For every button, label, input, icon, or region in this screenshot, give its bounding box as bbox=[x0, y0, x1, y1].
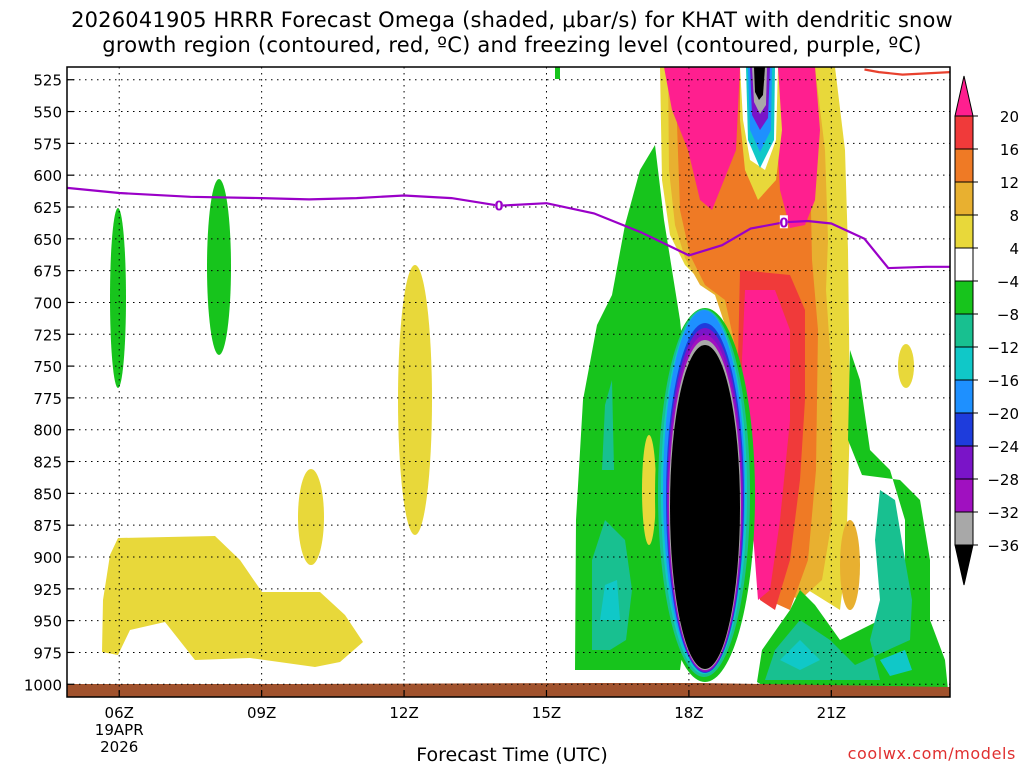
omega-cell bbox=[642, 435, 656, 545]
plot-area: 00 bbox=[66, 66, 951, 698]
omega-core bbox=[670, 345, 740, 669]
contour-overlays: 00 bbox=[67, 68, 950, 270]
freezing-level-label: 0 bbox=[494, 200, 503, 215]
x-axis-label: Forecast Time (UTC) bbox=[416, 744, 608, 766]
omega-cell bbox=[110, 208, 126, 388]
x-tick-label: 18Z bbox=[674, 704, 703, 722]
freezing-level-label-bg bbox=[495, 198, 504, 212]
colorbar-swatch bbox=[954, 511, 974, 546]
omega-cell bbox=[600, 580, 620, 620]
x-tick-year: 2026 bbox=[100, 738, 138, 756]
y-tick-label: 525 bbox=[33, 72, 62, 90]
colorbar-label: −20 bbox=[987, 405, 1019, 423]
omega-cell bbox=[602, 380, 614, 470]
x-tick-label: 15Z bbox=[532, 704, 561, 722]
chart-title: 2026041905 HRRR Forecast Omega (shaded, … bbox=[0, 8, 1024, 58]
colorbar-swatch bbox=[954, 313, 974, 348]
y-tick-label: 1000 bbox=[24, 676, 62, 694]
credit-text: coolwx.com/models bbox=[847, 744, 1016, 763]
omega-cell bbox=[102, 536, 363, 667]
freezing-level-line bbox=[67, 186, 950, 270]
plot-frame bbox=[66, 66, 951, 698]
y-tick-label: 800 bbox=[33, 422, 62, 440]
colorbar-label: −28 bbox=[987, 471, 1019, 489]
colorbar-label: −12 bbox=[987, 339, 1019, 357]
freezing-level-label: 0 bbox=[779, 216, 788, 231]
colorbar-swatch bbox=[954, 148, 974, 183]
colorbar-label: 8 bbox=[1009, 207, 1019, 225]
y-tick-label: 575 bbox=[33, 135, 62, 153]
y-tick-label: 875 bbox=[33, 517, 62, 535]
colorbar-label: −16 bbox=[987, 372, 1019, 390]
omega-cell bbox=[898, 344, 914, 388]
colorbar-label: −8 bbox=[997, 306, 1019, 324]
colorbar-label: 12 bbox=[1000, 174, 1019, 192]
title-line-2: growth region (contoured, red, ºC) and f… bbox=[102, 33, 922, 57]
omega-cell bbox=[207, 179, 231, 355]
omega-cell bbox=[780, 640, 820, 670]
colorbar-swatch bbox=[954, 247, 974, 282]
y-tick-label: 775 bbox=[33, 390, 62, 408]
colorbar-swatch bbox=[954, 379, 974, 414]
y-tick-label: 900 bbox=[33, 549, 62, 567]
colorbar-label: 20 bbox=[1000, 108, 1019, 126]
y-axis: 525 550 575 600 625 650 675 700 725 750 775 800 825 8… bbox=[24, 72, 74, 694]
colorbar-label: −4 bbox=[997, 273, 1019, 291]
y-tick-label: 850 bbox=[33, 485, 62, 503]
colorbar-swatch bbox=[954, 181, 974, 216]
title-line-1: 2026041905 HRRR Forecast Omega (shaded, … bbox=[71, 8, 953, 32]
y-tick-label: 950 bbox=[33, 613, 62, 631]
colorbar-swatch bbox=[954, 445, 974, 480]
omega-cell bbox=[664, 67, 740, 210]
x-tick-label: 09Z bbox=[247, 704, 276, 722]
colorbar-swatch bbox=[954, 115, 974, 150]
dendritic-region-line bbox=[864, 68, 950, 76]
colorbar-swatch bbox=[954, 412, 974, 447]
colorbar-swatch bbox=[954, 346, 974, 381]
colorbar-label: −36 bbox=[987, 537, 1019, 555]
y-tick-label: 675 bbox=[33, 263, 62, 281]
omega-cell bbox=[880, 650, 912, 676]
y-tick-label: 975 bbox=[33, 644, 62, 662]
y-tick-label: 550 bbox=[33, 104, 62, 122]
colorbar-label: 16 bbox=[1000, 141, 1019, 159]
x-tick-date: 19APR bbox=[95, 721, 144, 739]
y-tick-label: 600 bbox=[33, 167, 62, 185]
colorbar-label: −24 bbox=[987, 438, 1019, 456]
y-tick-label: 825 bbox=[33, 454, 62, 472]
colorbar-swatch bbox=[954, 214, 974, 249]
colorbar-swatch bbox=[954, 280, 974, 315]
omega-cell bbox=[840, 520, 860, 610]
x-tick-label: 12Z bbox=[389, 704, 418, 722]
colorbar-swatch bbox=[954, 544, 974, 586]
omega-cell bbox=[754, 67, 765, 100]
y-tick-label: 650 bbox=[33, 231, 62, 249]
colorbar-swatch bbox=[954, 75, 974, 117]
x-tick-label: 06Z bbox=[105, 704, 134, 722]
y-tick-label: 700 bbox=[33, 294, 62, 312]
freezing-level-label-bg bbox=[779, 215, 788, 229]
y-tick-label: 925 bbox=[33, 581, 62, 599]
y-tick-label: 725 bbox=[33, 326, 62, 344]
colorbar-label: 4 bbox=[1009, 240, 1019, 258]
colorbar-label: −32 bbox=[987, 504, 1019, 522]
colorbar: 20 16 12 8 4 −4 −8 −12 −16 −20 −24 −28 −32 −36 bbox=[954, 75, 1019, 586]
x-tick-label: 21Z bbox=[817, 704, 846, 722]
omega-cell bbox=[398, 265, 432, 535]
omega-cell bbox=[776, 67, 820, 228]
terrain-band bbox=[67, 683, 950, 697]
omega-cell bbox=[298, 469, 324, 565]
omega-cell bbox=[765, 490, 912, 680]
omega-cell bbox=[555, 67, 560, 79]
colorbar-swatch bbox=[954, 478, 974, 513]
y-tick-label: 625 bbox=[33, 199, 62, 217]
omega-shading bbox=[67, 67, 950, 697]
y-tick-label: 750 bbox=[33, 358, 62, 376]
